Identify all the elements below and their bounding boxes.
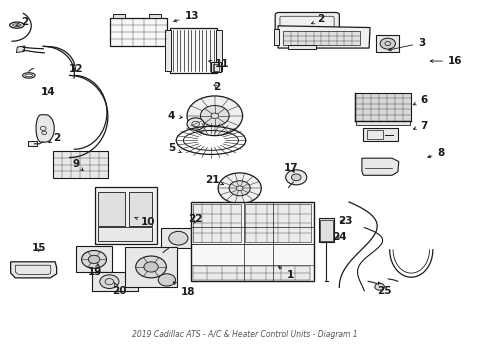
Text: 14: 14 — [41, 87, 55, 97]
Bar — [355, 121, 409, 125]
FancyBboxPatch shape — [275, 13, 339, 34]
Text: 18: 18 — [173, 282, 195, 297]
Text: 25: 25 — [376, 282, 391, 296]
Text: 23: 23 — [337, 216, 352, 226]
Circle shape — [81, 251, 106, 268]
Bar — [124, 247, 177, 287]
Text: 1: 1 — [278, 266, 293, 280]
Bar — [110, 18, 166, 46]
Polygon shape — [361, 158, 398, 175]
Bar — [76, 246, 112, 272]
Polygon shape — [36, 115, 54, 142]
Bar — [170, 28, 217, 73]
Bar — [98, 192, 124, 226]
Circle shape — [100, 275, 119, 288]
Bar — [128, 192, 152, 226]
Circle shape — [379, 38, 395, 49]
Bar — [274, 29, 279, 45]
Text: 3: 3 — [388, 38, 425, 51]
Text: 17: 17 — [284, 163, 298, 174]
Bar — [192, 204, 240, 242]
Bar — [92, 272, 137, 291]
Bar — [160, 228, 196, 248]
Polygon shape — [278, 26, 369, 48]
Bar — [53, 151, 108, 178]
Circle shape — [143, 262, 158, 272]
Bar — [320, 220, 332, 241]
Text: 11: 11 — [208, 59, 229, 69]
Circle shape — [88, 255, 100, 264]
Bar — [376, 35, 399, 52]
Text: 6: 6 — [412, 95, 427, 105]
Bar — [245, 204, 310, 242]
Circle shape — [285, 170, 306, 185]
Bar — [354, 93, 410, 121]
Bar — [287, 45, 316, 49]
Circle shape — [186, 96, 242, 136]
Bar — [95, 187, 157, 244]
Bar — [366, 130, 383, 139]
Text: 2019 Cadillac ATS - A/C & Heater Control Units - Diagram 1: 2019 Cadillac ATS - A/C & Heater Control… — [131, 330, 357, 339]
Text: 7: 7 — [412, 121, 427, 131]
Text: 10: 10 — [135, 217, 155, 227]
Bar — [192, 266, 309, 280]
Polygon shape — [17, 46, 25, 53]
Ellipse shape — [22, 73, 35, 78]
Circle shape — [168, 231, 187, 245]
Text: 2: 2 — [49, 133, 60, 143]
Circle shape — [200, 105, 229, 126]
Text: 2: 2 — [213, 82, 220, 92]
Text: 19: 19 — [88, 264, 102, 277]
Text: 13: 13 — [173, 11, 199, 22]
Circle shape — [229, 181, 250, 196]
Circle shape — [374, 283, 384, 290]
Circle shape — [291, 174, 301, 181]
Text: 15: 15 — [32, 243, 46, 253]
Bar — [190, 202, 314, 281]
Text: 24: 24 — [331, 232, 346, 242]
Bar — [212, 64, 218, 71]
Text: 8: 8 — [427, 148, 444, 158]
Bar — [112, 14, 124, 18]
Circle shape — [158, 274, 175, 286]
Bar — [216, 30, 222, 71]
Circle shape — [218, 173, 261, 204]
Bar — [363, 128, 397, 141]
Bar — [210, 62, 220, 72]
Bar — [282, 31, 359, 45]
Text: 5: 5 — [168, 143, 181, 153]
Text: 16: 16 — [429, 56, 462, 66]
Text: 2: 2 — [311, 14, 324, 24]
Ellipse shape — [10, 22, 24, 28]
Text: 12: 12 — [68, 64, 83, 74]
Text: 22: 22 — [188, 214, 203, 224]
Bar — [318, 219, 333, 242]
Bar — [98, 227, 152, 241]
Text: 21: 21 — [204, 175, 223, 185]
Polygon shape — [11, 262, 57, 278]
Bar — [165, 30, 171, 71]
Bar — [148, 14, 160, 18]
Bar — [28, 141, 38, 146]
Text: 2: 2 — [16, 17, 29, 27]
Circle shape — [186, 118, 204, 130]
Text: 9: 9 — [72, 159, 83, 171]
Circle shape — [136, 256, 166, 278]
Text: 4: 4 — [167, 111, 182, 121]
Text: 20: 20 — [111, 283, 126, 296]
